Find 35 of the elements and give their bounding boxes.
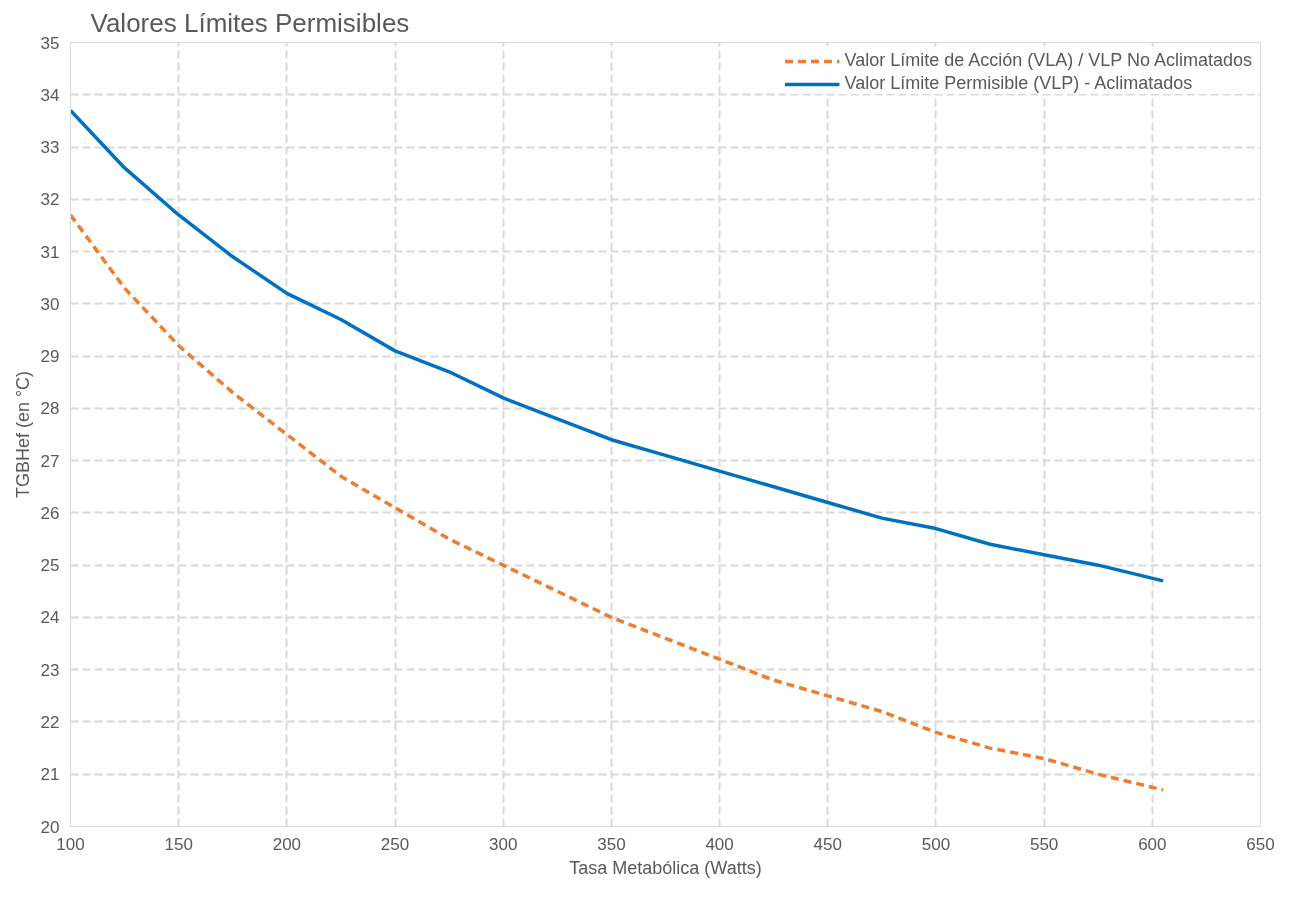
x-tick-label: 600: [1138, 834, 1167, 854]
y-axis-title: TGBHef (en °C): [12, 370, 33, 499]
x-tick-label: 200: [272, 834, 302, 854]
y-tick-label: 32: [40, 190, 60, 210]
y-tick-label: 23: [40, 660, 60, 680]
y-tick-label: 26: [40, 503, 60, 523]
x-tick-label: 650: [1246, 834, 1275, 854]
chart-title: Valores Límites Permisibles: [90, 7, 410, 38]
x-tick-label: 300: [489, 834, 518, 854]
y-tick-label: 35: [40, 33, 60, 53]
x-tick-label: 100: [56, 834, 85, 854]
x-axis-title: Tasa Metabólica (Watts): [569, 857, 762, 878]
x-tick-label: 500: [921, 834, 951, 854]
x-tick-label: 400: [705, 834, 734, 854]
line-series: [70, 213, 1165, 792]
legend-label: Valor Límite Permisible (VLP) - Aclimatados: [844, 73, 1193, 94]
y-tick-label: 33: [40, 138, 60, 158]
x-tick-label: 250: [380, 834, 410, 854]
y-tick-label: 27: [40, 451, 60, 471]
y-tick-label: 21: [40, 765, 60, 785]
y-tick-label: 20: [40, 817, 60, 837]
x-tick-label: 150: [164, 834, 193, 854]
y-tick-label: 22: [40, 712, 60, 732]
y-tick-label: 24: [40, 608, 60, 628]
x-tick-label: 350: [597, 834, 626, 854]
y-tick-label: 28: [40, 399, 60, 419]
x-tick-label: 450: [813, 834, 842, 854]
legend-label: Valor Límite de Acción (VLA) / VLP No Aclimatados: [844, 50, 1252, 71]
y-tick-label: 30: [40, 294, 60, 314]
y-tick-label: 25: [40, 556, 60, 576]
y-tick-label: 31: [40, 242, 60, 262]
y-tick-label: 34: [40, 85, 60, 105]
x-tick-label: 550: [1029, 834, 1059, 854]
y-tick-label: 29: [40, 347, 60, 367]
line-series: [70, 108, 1165, 583]
